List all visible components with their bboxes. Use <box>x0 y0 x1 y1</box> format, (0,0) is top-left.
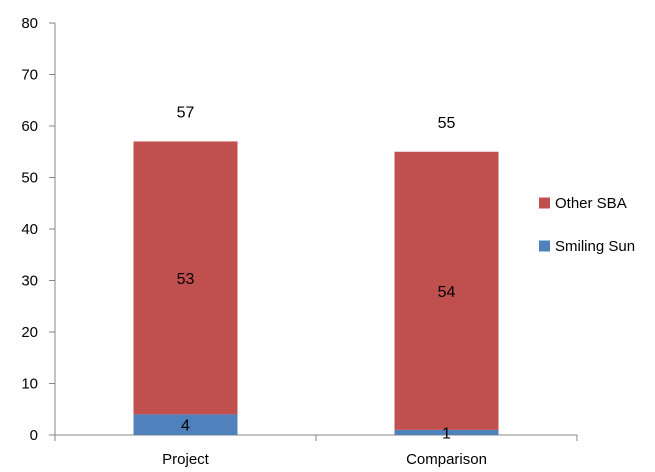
bar-segment-other-sba <box>133 141 238 415</box>
y-tick-label: 60 <box>21 118 38 135</box>
legend-swatch <box>539 197 550 209</box>
x-axis: Project Comparison <box>54 434 578 468</box>
y-axis: 0 10 20 30 40 50 60 70 80 <box>21 15 56 444</box>
segment-value-label: 4 <box>181 418 190 435</box>
legend-label: Smiling Sun <box>555 238 635 255</box>
bar-segment-smiling-sun <box>394 429 499 435</box>
total-value-label: 57 <box>177 104 195 121</box>
total-value-label: 55 <box>438 115 456 132</box>
bar-segment-smiling-sun <box>133 414 238 435</box>
legend: Other SBA Smiling Sun <box>539 195 635 255</box>
segment-value-label: 54 <box>438 284 456 301</box>
segment-value-label: 53 <box>177 271 195 288</box>
segment-value-label: 1 <box>442 425 451 442</box>
y-tick-label: 80 <box>21 15 38 32</box>
y-tick-label: 30 <box>21 273 38 290</box>
legend-swatch <box>539 240 550 252</box>
y-tick-label: 50 <box>21 170 38 187</box>
bars <box>133 141 499 435</box>
bar-segment-other-sba <box>394 151 499 430</box>
y-tick-label: 10 <box>21 376 38 393</box>
y-tick-label: 40 <box>21 221 38 238</box>
data-labels: 4 53 57 1 54 55 <box>177 104 456 442</box>
y-tick-label: 70 <box>21 67 38 84</box>
x-tick-label: Comparison <box>406 451 487 468</box>
y-tick-label: 20 <box>21 324 38 341</box>
legend-label: Other SBA <box>555 195 627 212</box>
y-tick-label: 0 <box>30 427 38 444</box>
x-tick-label: Project <box>162 451 210 468</box>
